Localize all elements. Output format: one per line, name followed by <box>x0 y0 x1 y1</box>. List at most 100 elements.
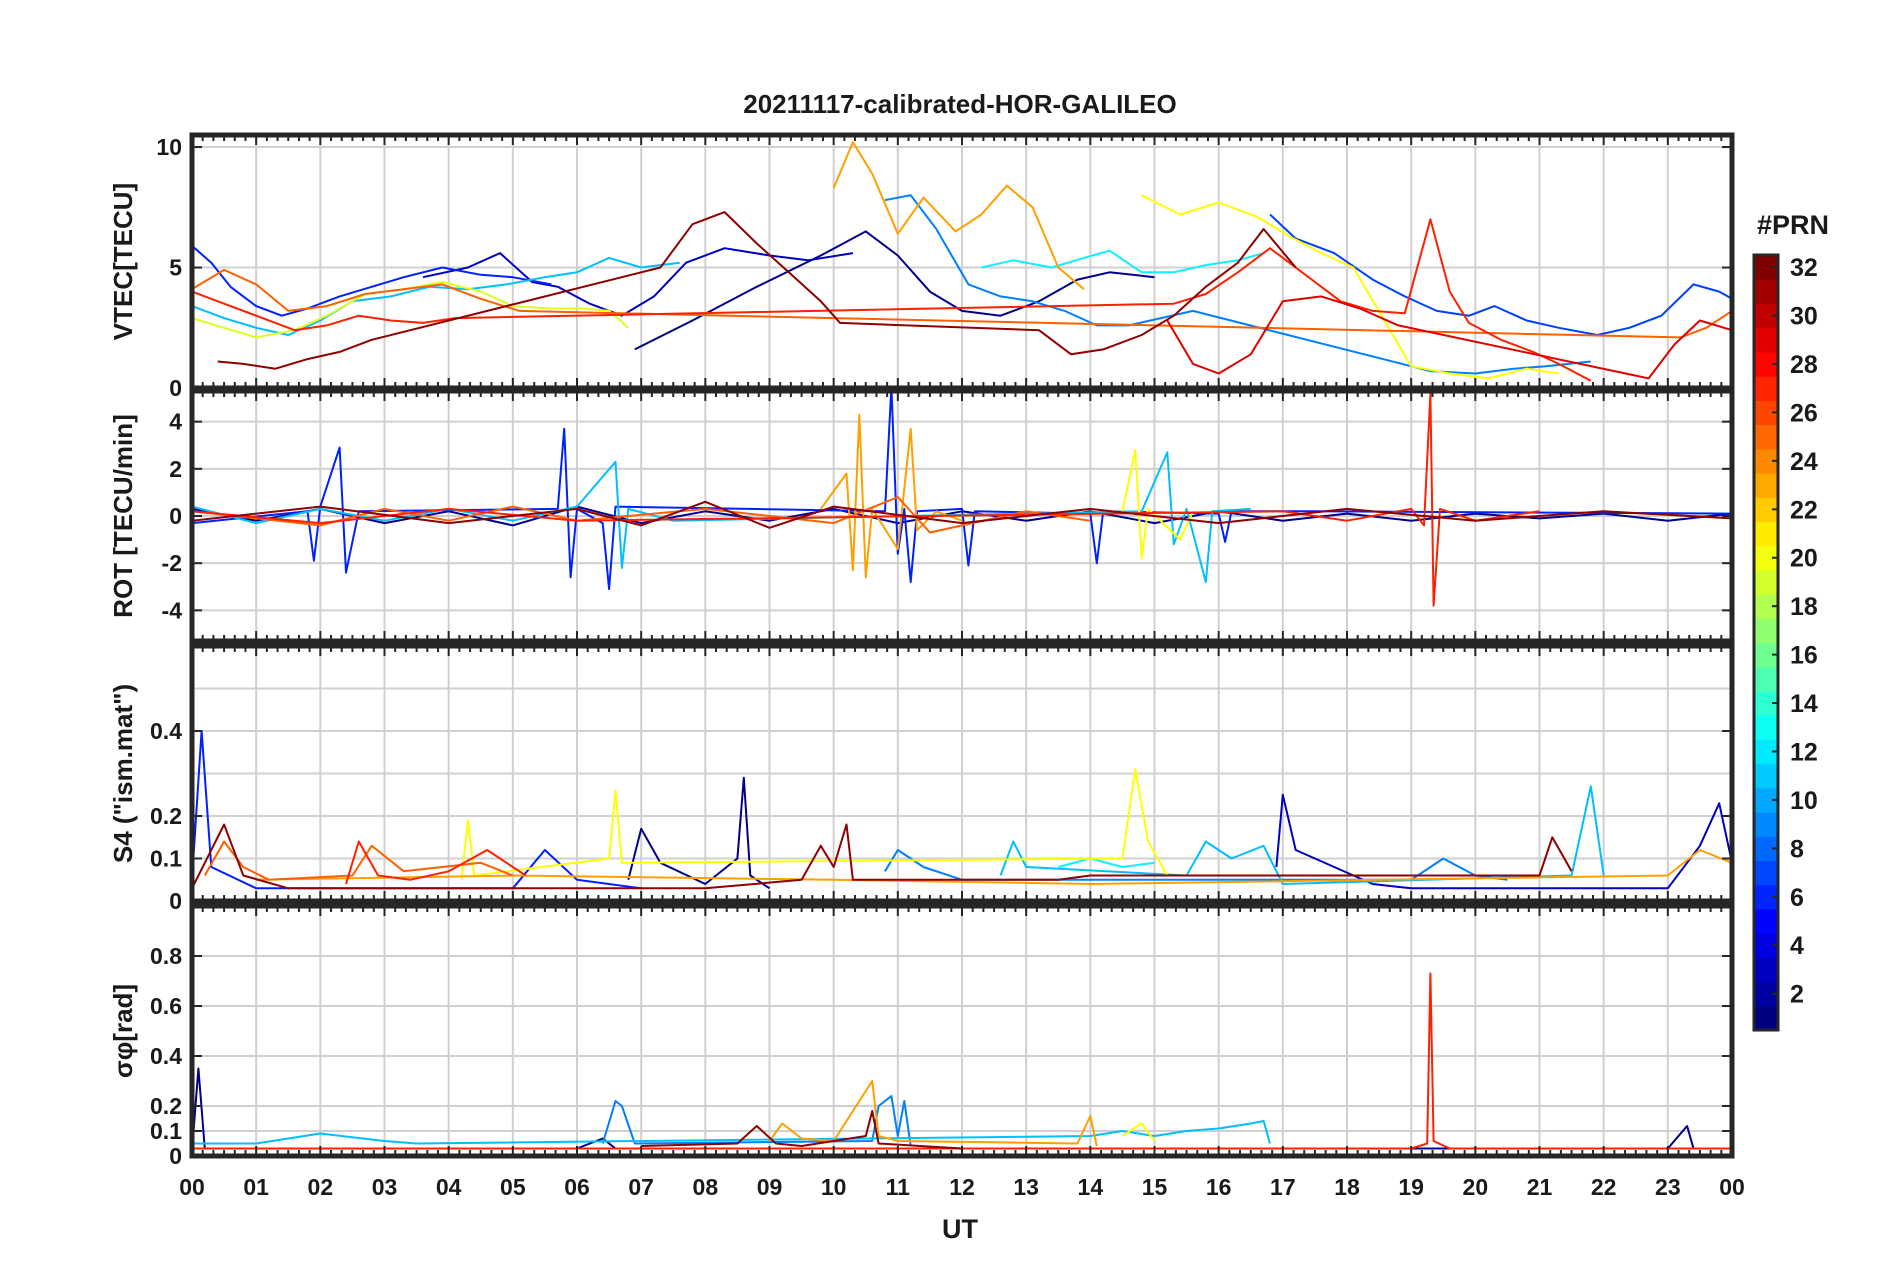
x-tick-label: 07 <box>628 1174 654 1200</box>
colorbar-tick-label: 6 <box>1790 884 1804 912</box>
colorbar-segment <box>1754 812 1778 837</box>
series-prn-27 <box>345 840 527 885</box>
series-prn-5 <box>1269 213 1732 336</box>
series-prn-20 <box>1121 1122 1156 1142</box>
series-prn-4 <box>192 730 642 890</box>
x-tick-label: 18 <box>1334 1174 1360 1200</box>
y-tick-label: 0.4 <box>150 718 182 744</box>
series-prn-31 <box>192 823 1573 890</box>
colorbar-tick-label: 16 <box>1790 642 1818 670</box>
y-tick-label: 0.2 <box>150 1093 182 1119</box>
colorbar-tick-label: 10 <box>1790 787 1818 815</box>
series-prn-31 <box>641 1110 963 1150</box>
series-prn-23 <box>819 413 963 579</box>
y-tick-label: 0.6 <box>150 993 182 1019</box>
series-prn-20 <box>460 768 1169 880</box>
series-prn-19 <box>192 281 629 339</box>
series-prn-12 <box>1058 857 1155 868</box>
series-group <box>192 391 1732 607</box>
series-prn-29 <box>1166 295 1732 380</box>
colorbar-tick-label: 30 <box>1790 303 1818 331</box>
x-tick-label: 01 <box>243 1174 269 1200</box>
colorbar-tick-label: 2 <box>1790 981 1804 1009</box>
colorbar-segment <box>1754 569 1778 595</box>
colorbar-segment <box>1754 908 1778 934</box>
series-prn-27 <box>192 972 1732 1150</box>
x-tick-label: 05 <box>500 1174 526 1200</box>
panel-vtec: 0 5 10 VTEC[TECU] <box>108 132 1735 401</box>
y-axis-label-sigma_phi: σφ[rad] <box>108 984 138 1078</box>
x-tick-label: 02 <box>308 1174 334 1200</box>
y-axis-label-vtec: VTEC[TECU] <box>108 183 138 340</box>
x-tick-label: 03 <box>372 1174 398 1200</box>
y-axis-label-rot: ROT [TECU/min] <box>108 414 138 618</box>
x-tick-label: 06 <box>564 1174 590 1200</box>
colorbar-segment <box>1754 763 1778 789</box>
series-prn-10 <box>192 1120 1271 1145</box>
y-axis-label-s4: S4 ("ism.mat") <box>108 684 138 863</box>
x-tick-label: 15 <box>1142 1174 1168 1200</box>
colorbar-tick-label: 4 <box>1790 932 1804 960</box>
y-tick-label: -4 <box>162 597 183 623</box>
colorbar-tick-label: 32 <box>1790 254 1818 282</box>
y-tick-label: 10 <box>156 134 182 160</box>
x-tick-label: 10 <box>821 1174 847 1200</box>
colorbar-segment <box>1754 618 1778 644</box>
colorbar-tick-label: 8 <box>1790 835 1804 863</box>
colorbar-segment <box>1754 376 1778 401</box>
colorbar-segment <box>1754 860 1778 886</box>
series-prn-4 <box>192 245 552 317</box>
series-prn-1 <box>634 230 1155 351</box>
series-group <box>192 730 1732 890</box>
x-tick-label: 23 <box>1655 1174 1681 1200</box>
series-prn-2 <box>1275 793 1732 890</box>
colorbar-segment <box>1754 715 1778 740</box>
colorbar-segment <box>1754 327 1778 353</box>
y-tick-label: -2 <box>162 550 182 576</box>
colorbar-tick-label: 18 <box>1790 593 1818 621</box>
panel-sigma_phi: 00.10.2 0.4 0.6 0.8 σφ[rad] <box>108 903 1735 1169</box>
y-tick-label: 5 <box>169 255 182 281</box>
series-group <box>192 972 1732 1152</box>
y-tick-label: 0.1 <box>150 1118 182 1144</box>
series-prn-10 <box>192 451 1251 583</box>
x-tick-label: 17 <box>1270 1174 1296 1200</box>
colorbar-title: #PRN <box>1757 210 1829 240</box>
series-prn-23 <box>768 1080 1098 1147</box>
x-tick-label: 12 <box>949 1174 975 1200</box>
x-tick-label: 20 <box>1463 1174 1489 1200</box>
x-tick-label: 11 <box>886 1174 911 1200</box>
series-prn-25 <box>203 840 514 881</box>
colorbar-segment <box>1754 521 1778 547</box>
colorbar-tick-label: 26 <box>1790 399 1818 427</box>
series-group <box>192 141 1732 382</box>
series-prn-20 <box>1121 449 1194 560</box>
x-tick-label: 00 <box>179 1174 205 1200</box>
colorbar-tick-label: 22 <box>1790 496 1818 524</box>
series-prn-2 <box>422 247 854 317</box>
colorbar-tick-label: 14 <box>1790 690 1818 718</box>
x-tick-label: 21 <box>1527 1174 1553 1200</box>
series-prn-27 <box>192 392 1540 607</box>
colorbar-segment <box>1754 279 1778 305</box>
x-tick-label: 13 <box>1013 1174 1039 1200</box>
y-tick-label: 0 <box>169 1143 182 1169</box>
y-tick-label: 0 <box>169 375 182 401</box>
series-prn-25 <box>192 496 1091 534</box>
colorbar-frame <box>1752 253 1780 1032</box>
colorbar-segment <box>1754 666 1778 692</box>
y-tick-label: 0 <box>169 503 182 529</box>
series-prn-27 <box>192 218 1592 382</box>
colorbar-tick-label: 12 <box>1790 738 1818 766</box>
y-tick-label: 0.2 <box>150 803 182 829</box>
x-axis-label: UT <box>942 1214 978 1244</box>
x-tick-label: 22 <box>1591 1174 1617 1200</box>
colorbar-tick-label: 20 <box>1790 545 1818 573</box>
x-tick-label: 00 <box>1719 1174 1745 1200</box>
colorbar-segment <box>1754 424 1778 450</box>
y-tick-label: 4 <box>169 409 182 435</box>
series-prn-23 <box>832 141 1085 290</box>
